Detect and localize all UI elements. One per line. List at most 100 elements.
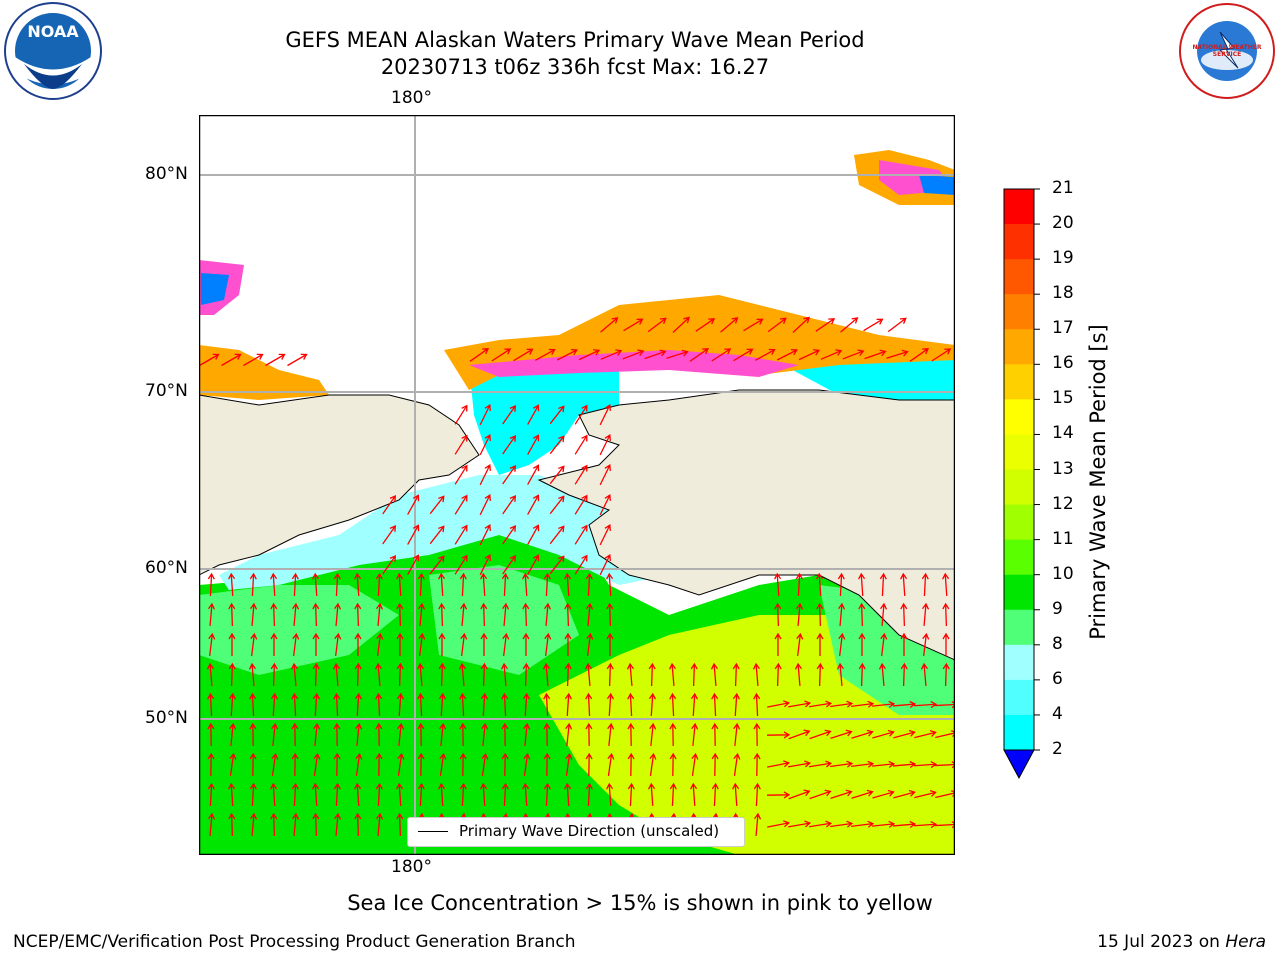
wave-arrow [599, 463, 611, 486]
wave-arrow [481, 752, 489, 776]
wave-arrow [417, 752, 425, 777]
wave-arrow [535, 348, 556, 361]
wave-arrow [815, 318, 836, 332]
wave-arrow [287, 353, 308, 367]
wave-arrow [544, 602, 552, 627]
footer-date: 15 Jul 2023 on Hera [1097, 932, 1266, 952]
wave-arrow [312, 692, 320, 717]
colorbar-tick-label: 19 [1052, 248, 1074, 269]
wave-arrow [228, 602, 236, 627]
wave-arrow [429, 555, 445, 575]
wave-arrow [871, 700, 896, 708]
wave-arrow [754, 812, 762, 837]
colorbar-tick-label: 2 [1052, 739, 1063, 759]
wave-arrow [794, 662, 802, 687]
wave-arrow [416, 662, 424, 687]
wave-arrow [584, 662, 592, 687]
wave-arrow [313, 752, 321, 776]
wave-arrow [851, 700, 875, 708]
wave-arrow [690, 692, 698, 717]
wave-arrow [606, 782, 614, 807]
wave-arrow [333, 722, 341, 747]
wave-arrow [564, 632, 572, 656]
wave-arrow [585, 572, 593, 597]
wave-arrow [312, 632, 320, 656]
wave-arrow [292, 602, 300, 627]
wave-arrow [479, 493, 491, 516]
wave-arrow [459, 692, 467, 717]
wave-arrow [755, 348, 776, 361]
wave-arrow [549, 465, 565, 485]
sea-ice-band-central [444, 295, 955, 390]
wave-arrow [397, 722, 405, 747]
wave-arrow [502, 404, 517, 425]
wave-arrow [564, 692, 572, 717]
wave-arrow [375, 692, 383, 717]
wave-arrow [820, 349, 843, 360]
wave-arrow [469, 347, 490, 362]
wave-arrow [549, 525, 565, 545]
wave-arrow [270, 692, 278, 717]
footer-date-text: 15 Jul 2023 on [1097, 932, 1226, 952]
wave-arrow [249, 752, 257, 777]
wave-arrow [599, 553, 611, 576]
wave-arrow [858, 602, 866, 627]
wave-arrow [669, 782, 677, 807]
wave-arrow [838, 602, 846, 627]
wave-arrow [564, 662, 572, 687]
colorbar-tick-label: 18 [1052, 283, 1074, 304]
colorbar-segment [1004, 609, 1034, 646]
wave-arrow [887, 317, 907, 333]
wave-arrow [382, 524, 397, 545]
wave-arrow [407, 494, 420, 515]
wave-arrow [711, 722, 719, 747]
wave-arrow [270, 632, 278, 656]
sea-ice-band-pink-central [469, 350, 799, 377]
wave-arrow [291, 782, 299, 807]
wave-arrow [527, 404, 540, 425]
wave-arrow [914, 730, 937, 739]
lon-label-bottom: 180° [391, 857, 432, 877]
colorbar-tick-label: 10 [1052, 563, 1074, 584]
colorbar-segment [1004, 539, 1034, 576]
wave-arrow [711, 782, 719, 807]
wave-arrow [892, 820, 917, 828]
wave-arrow [732, 692, 740, 717]
wave-arrow [479, 463, 491, 486]
wave-arrow [291, 752, 299, 777]
wave-arrow [711, 752, 719, 777]
wave-arrow [796, 632, 804, 656]
wave-arrow [480, 632, 488, 656]
colorbar-tick-label: 9 [1052, 598, 1063, 619]
wave-arrow [527, 464, 540, 485]
colorbar-segment [1004, 679, 1034, 716]
wave-arrow [417, 692, 425, 717]
wave-arrow [417, 722, 425, 747]
wave-arrow [396, 572, 404, 597]
wave-arrow [438, 692, 446, 717]
wave-arrow [766, 731, 791, 739]
wave-arrow [565, 752, 573, 776]
wave-arrow [407, 524, 420, 545]
wave-arrow [585, 722, 593, 747]
wave-arrow [265, 353, 286, 367]
wave-arrow [207, 722, 215, 747]
wave-arrow [458, 662, 466, 687]
wave-arrow [691, 752, 699, 776]
wave-arrow [312, 662, 320, 687]
wave-arrow [893, 789, 916, 799]
wave-arrow [334, 632, 342, 656]
lat-label-80n: 80°N [145, 164, 188, 184]
wave-arrow [711, 348, 732, 362]
wave-arrow [830, 700, 854, 708]
wave-arrow [206, 662, 214, 687]
wave-arrow [871, 820, 896, 828]
wave-arrow [913, 701, 938, 709]
wave-arrow [522, 782, 530, 807]
wave-arrow [627, 782, 635, 807]
wave-arrow [382, 554, 397, 575]
wave-arrow [942, 602, 950, 627]
wave-arrow [585, 782, 593, 807]
wave-arrow [501, 752, 509, 777]
wave-arrow [397, 752, 405, 776]
